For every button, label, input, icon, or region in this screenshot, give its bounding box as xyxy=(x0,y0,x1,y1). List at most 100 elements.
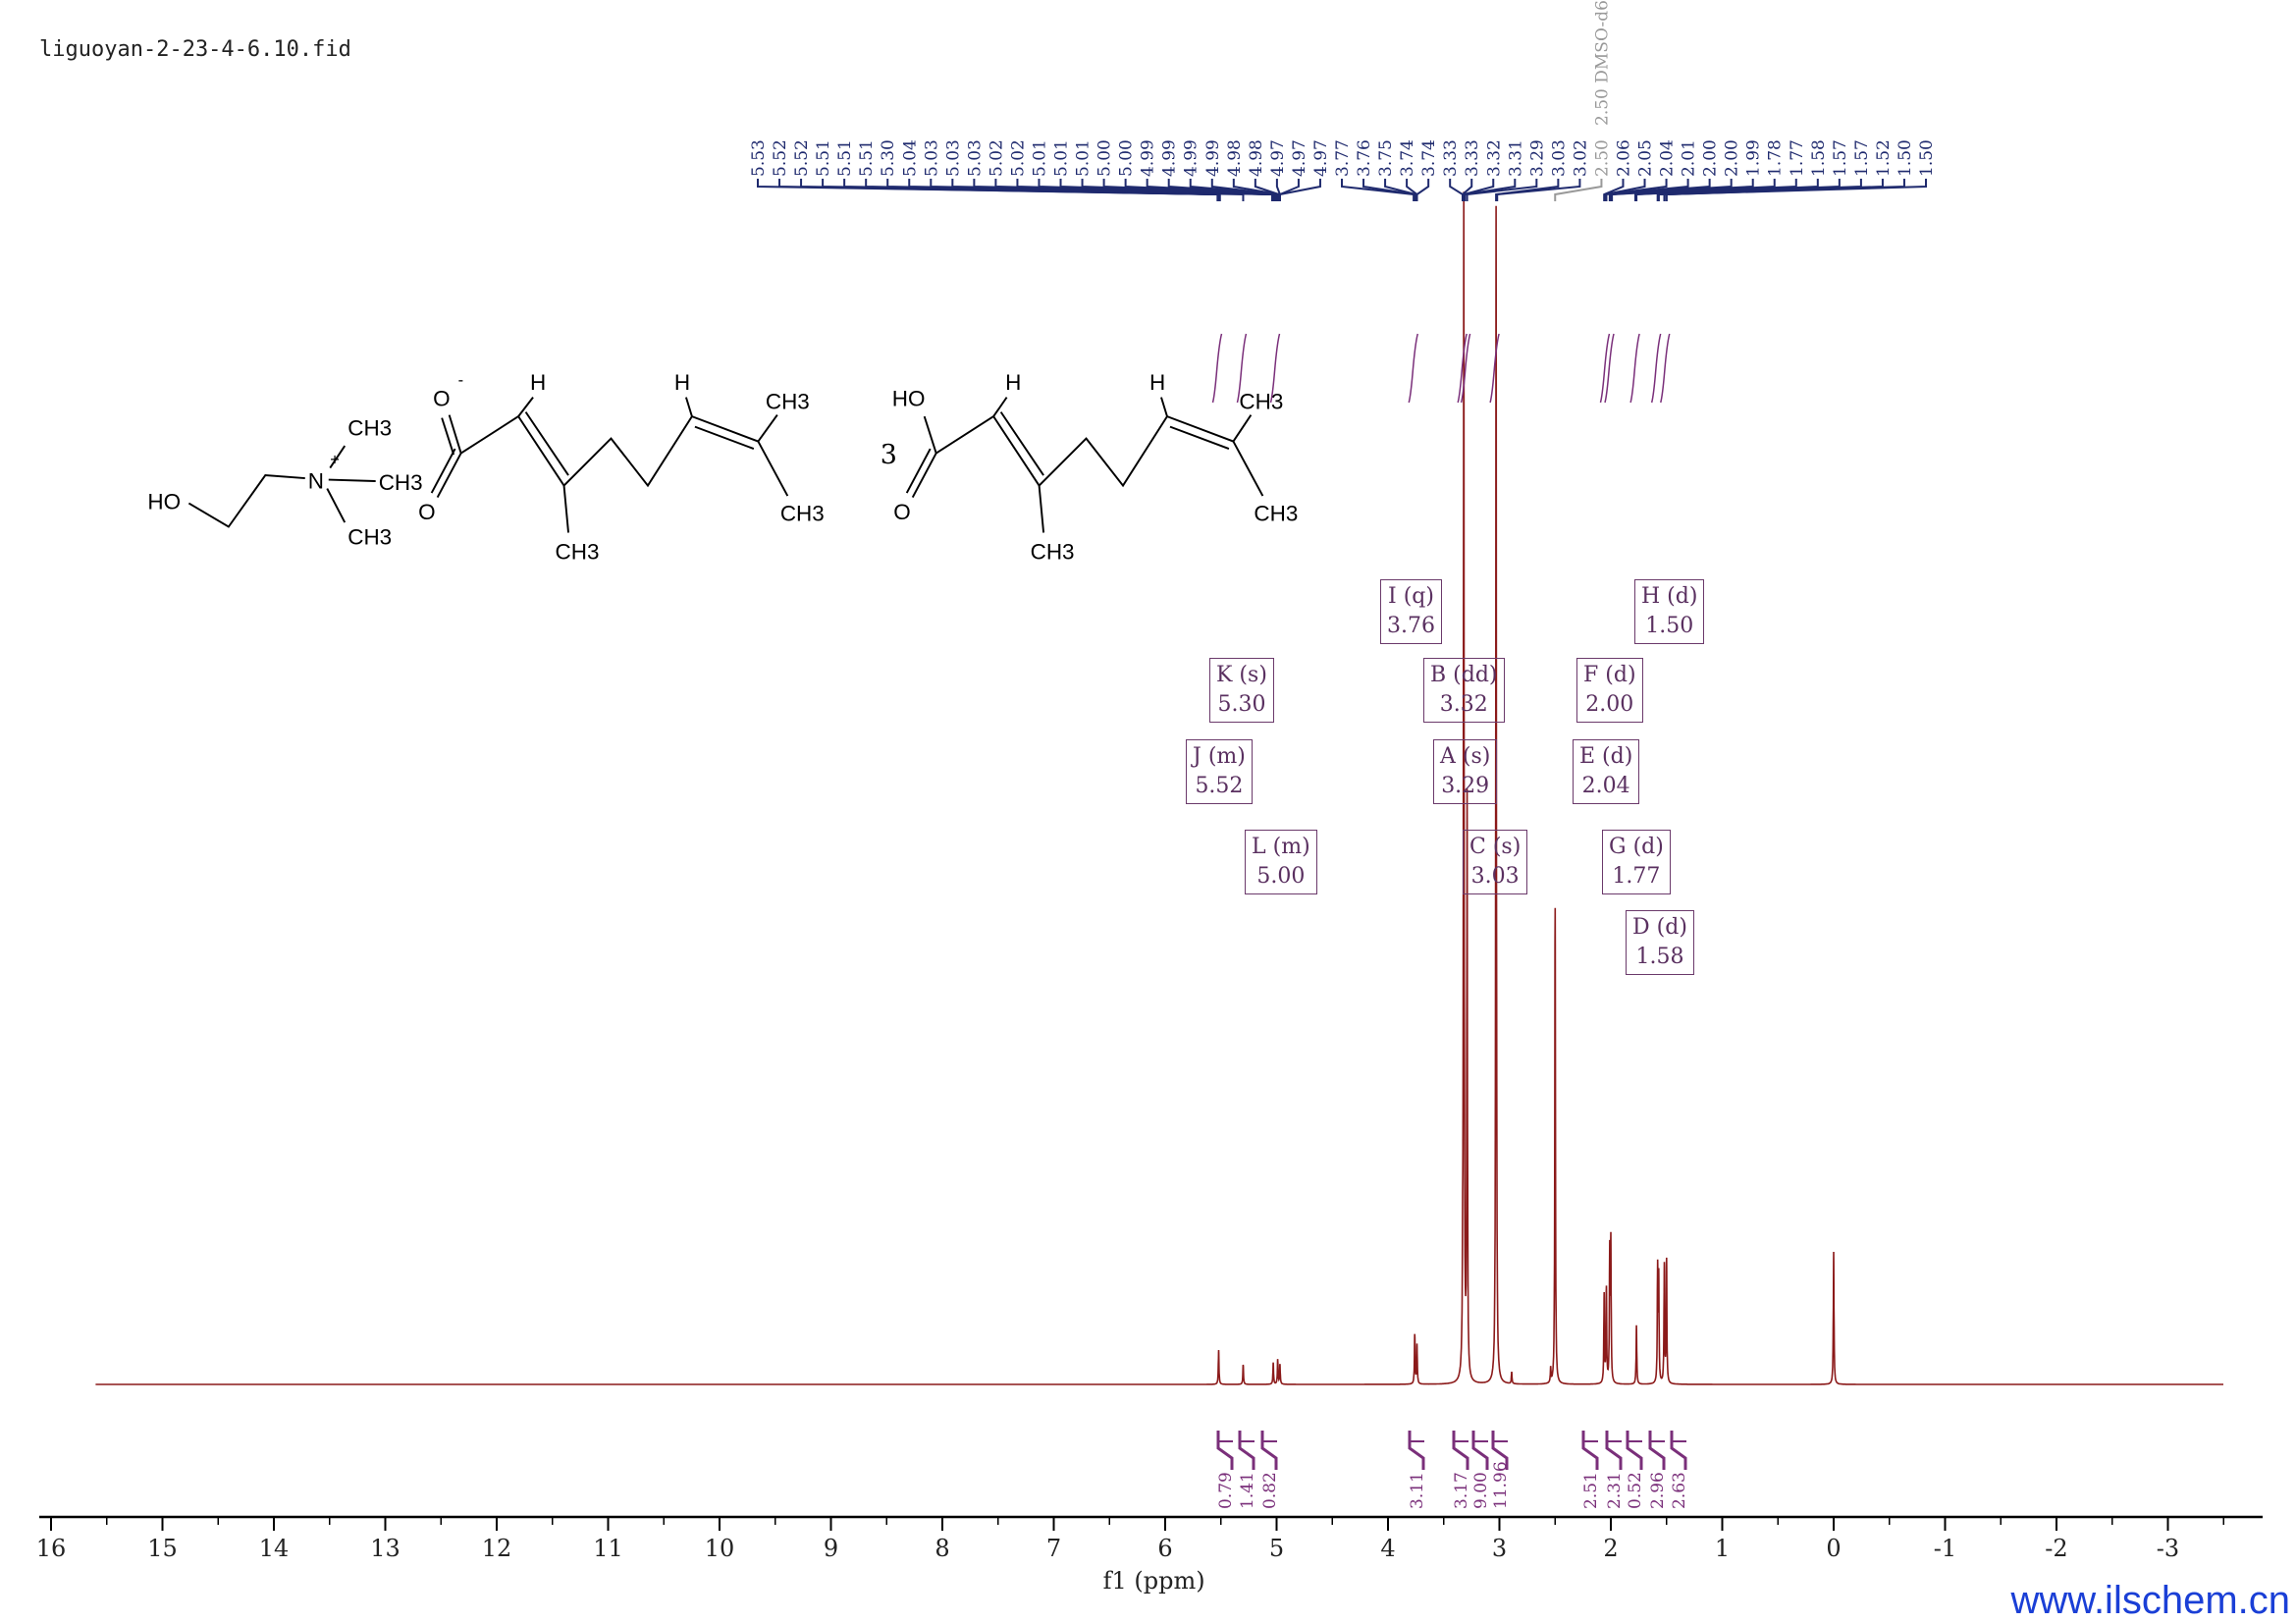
x-tick-label: 6 xyxy=(1157,1535,1172,1562)
bond xyxy=(430,448,456,494)
multiplet-paren-open: ( xyxy=(1232,663,1249,687)
peak-label-connector xyxy=(1603,179,1625,201)
peak-label: 1.57 xyxy=(1852,139,1872,177)
multiplet-paren-close: ) xyxy=(1655,835,1664,859)
x-tick-label: 10 xyxy=(705,1535,735,1562)
multiplet-shift: 1.50 xyxy=(1645,614,1694,638)
multiplet-label: L (m) xyxy=(1252,833,1310,862)
peak-label: 1.52 xyxy=(1874,139,1894,177)
integral-bracket xyxy=(1605,1431,1623,1470)
multiplet-paren-open: ( xyxy=(1265,835,1282,859)
multiplet-label: J (m) xyxy=(1193,742,1246,772)
bond xyxy=(448,414,462,454)
multiplet-multiplicity: dd xyxy=(1461,663,1489,687)
x-tick-label: 2 xyxy=(1603,1535,1618,1562)
multiplet-paren-open: ( xyxy=(1649,915,1666,940)
peak-label: 2.00 xyxy=(1723,139,1742,177)
peak-label-connector xyxy=(1466,179,1538,201)
multiplet-id: F xyxy=(1583,663,1599,687)
bond xyxy=(911,453,937,498)
multiplet-box-L: L (m) 5.00 xyxy=(1245,830,1317,894)
integral-bracket xyxy=(1491,1431,1509,1470)
peak-label: 5.53 xyxy=(749,139,769,177)
integral-value: 11.96 xyxy=(1491,1461,1511,1509)
peak-label-connector xyxy=(1605,179,1668,201)
multiplet-paren-close: ) xyxy=(1488,663,1498,687)
bond xyxy=(187,474,305,528)
atom-label: HO xyxy=(147,490,181,514)
peak-label: 3.02 xyxy=(1571,139,1590,177)
multiplet-id: C xyxy=(1469,835,1486,859)
x-tick-label: 3 xyxy=(1492,1535,1507,1562)
x-tick-label: 11 xyxy=(593,1535,623,1562)
bond xyxy=(923,415,937,454)
bond xyxy=(562,415,693,488)
bond xyxy=(524,411,569,476)
bond xyxy=(326,488,347,523)
multiplet-box-B: B (dd) 3.32 xyxy=(1423,658,1505,723)
multiplet-paren-open: ( xyxy=(1446,663,1462,687)
multiplet-multiplicity: s xyxy=(1470,744,1482,769)
multiplet-paren-open: ( xyxy=(1598,663,1614,687)
peak-label: 5.01 xyxy=(1074,139,1094,177)
multiplet-id: I xyxy=(1388,584,1397,609)
multiplet-label: A (s) xyxy=(1440,742,1490,772)
peak-label: 3.74 xyxy=(1398,139,1417,177)
integral-value: 2.96 xyxy=(1648,1472,1668,1509)
integral-curve xyxy=(1269,333,1281,404)
peak-label: 5.52 xyxy=(792,139,812,177)
multiplet-paren-open: ( xyxy=(1660,584,1676,609)
multiplet-multiplicity: m xyxy=(1281,835,1303,859)
peak-label-connector xyxy=(1495,179,1560,201)
multiplet-label: G (d) xyxy=(1609,833,1664,862)
watermark: www.ilschem.cn xyxy=(2010,1579,2290,1622)
peak-label: 5.03 xyxy=(943,139,963,177)
multiplet-box-C: C (s) 3.03 xyxy=(1463,830,1528,894)
multiplet-shift: 3.76 xyxy=(1387,614,1435,638)
peak-label-connector xyxy=(1278,179,1321,201)
multiplet-id: D xyxy=(1632,915,1650,940)
peak-label: 5.52 xyxy=(771,139,790,177)
integral-value: 1.41 xyxy=(1238,1472,1257,1509)
integral-bracket xyxy=(1238,1431,1255,1470)
peak-label: 3.74 xyxy=(1419,139,1439,177)
peak-label: 3.76 xyxy=(1355,139,1374,177)
multiplet-label: E (d) xyxy=(1579,742,1632,772)
multiplet-label: D (d) xyxy=(1632,913,1687,943)
multiplet-box-E: E (d) 2.04 xyxy=(1573,739,1640,804)
solvent-label: 2.50 DMSO-d6 xyxy=(1592,0,1612,126)
integral-curve xyxy=(1650,333,1662,404)
integral-value: 2.63 xyxy=(1670,1472,1689,1509)
multiplet-shift: 5.30 xyxy=(1217,692,1266,717)
bond xyxy=(517,415,565,487)
integral-bracket xyxy=(1648,1431,1666,1470)
multiplet-paren-close: ) xyxy=(1679,915,1687,940)
bond xyxy=(1038,485,1045,533)
peak-label: 3.29 xyxy=(1527,139,1547,177)
x-tick-label: 7 xyxy=(1046,1535,1061,1562)
integral-bracket xyxy=(1408,1431,1425,1470)
peak-label-connector xyxy=(1384,179,1417,201)
bond xyxy=(460,415,519,455)
multiplet-shift: 3.03 xyxy=(1470,864,1520,889)
multiplet-multiplicity: d xyxy=(1613,663,1628,687)
x-tick-label: 15 xyxy=(147,1535,178,1562)
integral-bracket xyxy=(1471,1431,1489,1470)
peak-label: 2.00 xyxy=(1701,139,1721,177)
multiplet-multiplicity: s xyxy=(1248,663,1259,687)
x-tick-label: -3 xyxy=(2157,1535,2179,1562)
multiplet-shift: 5.52 xyxy=(1195,774,1244,798)
multiplet-id: B xyxy=(1430,663,1447,687)
peak-label-connector xyxy=(1611,179,1754,201)
peak-label-connector xyxy=(1362,179,1416,201)
bond xyxy=(1166,415,1234,443)
peak-label: 1.57 xyxy=(1831,139,1850,177)
peak-label: 2.06 xyxy=(1614,139,1633,177)
integral-bracket xyxy=(1216,1431,1234,1470)
x-tick-label: 5 xyxy=(1269,1535,1284,1562)
peak-label: 5.02 xyxy=(1008,139,1028,177)
multiplet-id: L xyxy=(1252,835,1266,859)
multiplet-paren-open: ( xyxy=(1455,744,1471,769)
peak-label: 1.78 xyxy=(1766,139,1786,177)
